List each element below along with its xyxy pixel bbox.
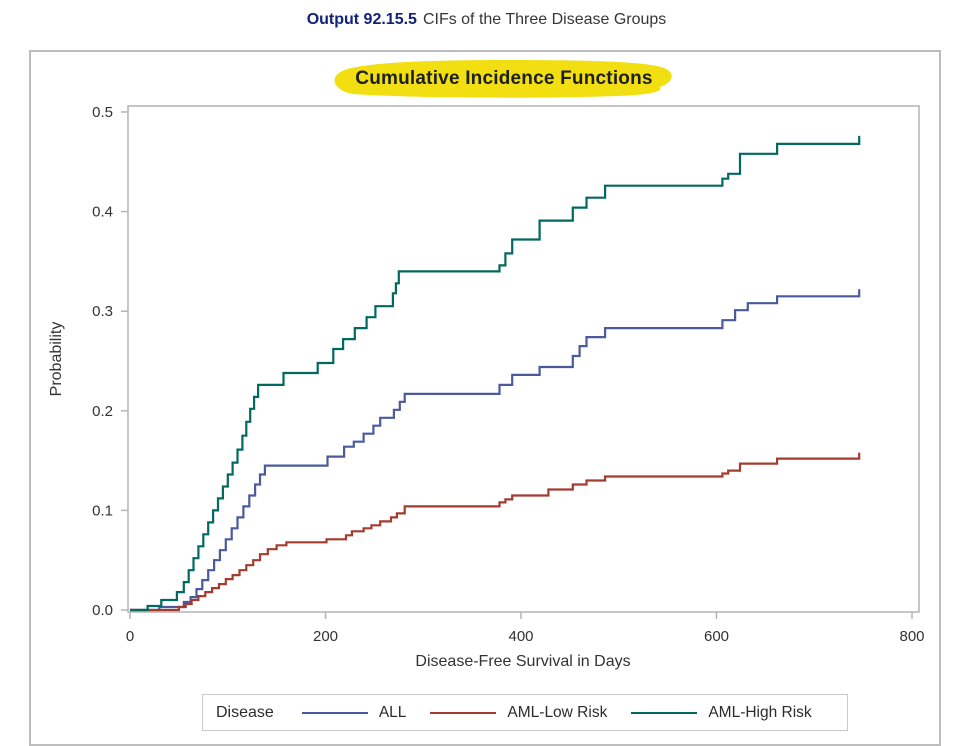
- y-tick-label: 0.3: [92, 303, 113, 320]
- y-tick-label: 0.5: [92, 104, 113, 121]
- legend-item-aml-low-risk: AML-Low Risk: [430, 704, 607, 722]
- output-number: Output 92.15.5: [306, 11, 417, 28]
- axis-frame: [127, 105, 920, 613]
- y-tick-label: 0.4: [92, 204, 113, 221]
- legend-title: Disease: [216, 703, 274, 721]
- output-title: CIFs of the Three Disease Groups: [422, 11, 667, 28]
- legend-item-aml-high-risk: AML-High Risk: [631, 703, 812, 722]
- y-tick-label: 0.1: [92, 502, 113, 519]
- chart-panel: [29, 50, 941, 746]
- x-tick-label: 0: [126, 628, 134, 645]
- chart-title-block: Cumulative Incidence Functions: [309, 58, 699, 100]
- x-tick-label: 200: [313, 628, 338, 645]
- legend-label: AML-Low Risk: [507, 703, 608, 721]
- cif-curve-all: [130, 289, 861, 612]
- y-tick-label: 0.0: [92, 602, 113, 619]
- cif-curve-aml-low-risk: [130, 452, 861, 612]
- legend-line-sample: [430, 711, 497, 714]
- x-tick-label: 800: [899, 628, 924, 645]
- cif-curve-aml-high-risk: [130, 135, 861, 612]
- legend-line-sample: [631, 711, 698, 714]
- legend-label: AML-High Risk: [708, 703, 812, 721]
- y-axis-label: Probability: [48, 321, 65, 397]
- x-axis-label: Disease-Free Survival in Days: [415, 653, 631, 670]
- x-tick-label: 600: [704, 628, 729, 645]
- legend-label: ALL: [378, 703, 407, 721]
- output-header: Output 92.15.5 CIFs of the Three Disease …: [0, 11, 973, 29]
- chart-title: Cumulative Incidence Functions: [355, 68, 653, 89]
- y-tick-label: 0.2: [92, 403, 113, 420]
- highlight-marker-icon: [334, 60, 672, 98]
- legend-line-sample: [301, 711, 368, 714]
- x-tick-label: 400: [508, 628, 533, 645]
- legend-items: ALL AML-Low Risk AML-High Risk: [301, 703, 812, 722]
- legend: Disease ALL AML-Low Risk AML-High Risk: [202, 694, 848, 731]
- legend-item-all: ALL: [301, 703, 407, 722]
